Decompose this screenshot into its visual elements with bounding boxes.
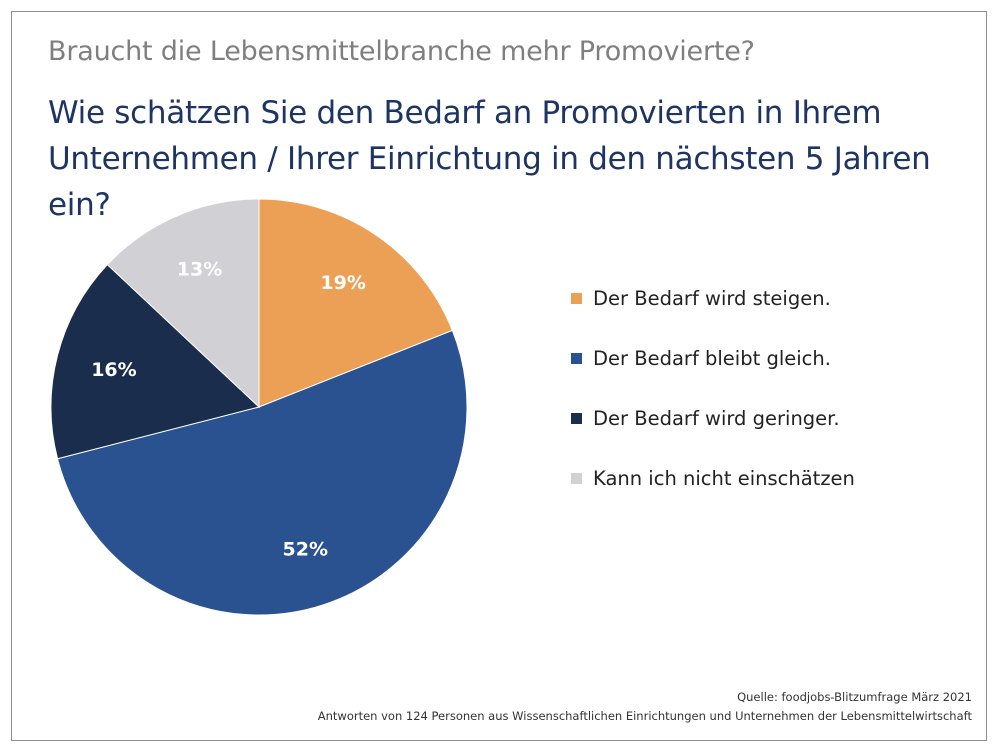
pie-slice-3 — [50, 263, 261, 460]
pie-slice-4 — [106, 198, 260, 409]
respondents-line: Antworten von 124 Personen aus Wissensch… — [317, 709, 972, 723]
pie-slice-1 — [258, 198, 454, 408]
slice-label-4: 13% — [177, 259, 222, 281]
legend: Der Bedarf wird steigen. Der Bedarf blei… — [571, 268, 855, 508]
source-note: Quelle: foodjobs-Blitzumfrage März 2021 … — [318, 688, 972, 726]
chart-title: Braucht die Lebensmittelbranche mehr Pro… — [48, 36, 755, 67]
legend-label: Kann ich nicht einschätzen — [593, 466, 855, 490]
legend-swatch — [571, 352, 582, 364]
legend-label: Der Bedarf bleibt gleich. — [593, 346, 831, 370]
legend-label: Der Bedarf wird geringer. — [593, 406, 840, 430]
chart-subtitle: Wie schätzen Sie den Bedarf an Promovier… — [48, 95, 931, 223]
legend-item-steigen: Der Bedarf wird steigen. — [571, 268, 855, 328]
legend-swatch — [571, 472, 582, 484]
legend-item-geringer: Der Bedarf wird geringer. — [571, 388, 855, 448]
legend-item-gleich: Der Bedarf bleibt gleich. — [571, 328, 855, 388]
legend-label: Der Bedarf wird steigen. — [593, 286, 831, 310]
pie-slices — [50, 198, 468, 616]
legend-item-unklar: Kann ich nicht einschätzen — [571, 448, 855, 508]
pie-labels: 19% 52% 16% 13% — [91, 259, 366, 561]
slice-label-2: 52% — [283, 538, 328, 560]
slice-label-3: 16% — [91, 359, 136, 381]
slice-label-1: 19% — [320, 272, 365, 294]
legend-swatch — [571, 292, 582, 304]
legend-swatch — [571, 412, 582, 424]
source-line: Quelle: foodjobs-Blitzumfrage März 2021 — [737, 690, 972, 704]
pie-slice-2 — [56, 329, 468, 616]
